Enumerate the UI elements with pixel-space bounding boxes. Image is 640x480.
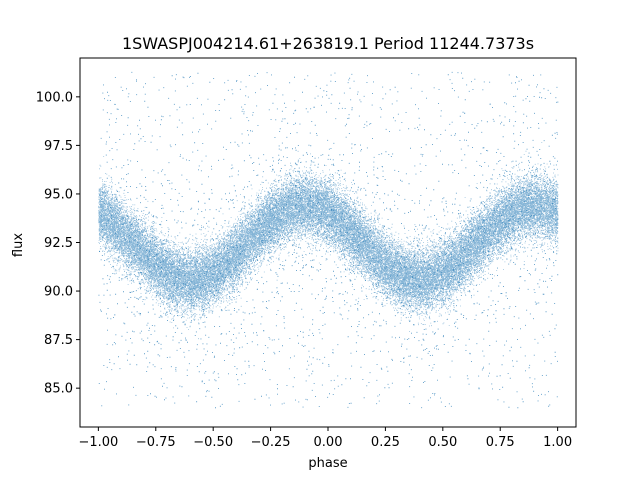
scatter-band-points <box>98 142 559 340</box>
axes: −1.00 −0.75 −0.50 −0.25 0.00 0.25 0.50 0.75 1.00… <box>36 57 577 450</box>
x-tick-label: −0.75 <box>136 435 176 450</box>
y-tick-label: 90.0 <box>44 285 73 300</box>
y-tick-label: 100.0 <box>36 90 73 105</box>
scatter-points <box>98 71 559 409</box>
y-tick-label: 97.5 <box>44 139 73 154</box>
x-tick-label: −0.50 <box>193 435 233 450</box>
x-tick-label: −1.00 <box>78 435 118 450</box>
y-tick-label: 87.5 <box>44 333 73 348</box>
x-tick-label: 0.00 <box>314 435 343 450</box>
y-tick-label: 92.5 <box>44 236 73 251</box>
x-axis-label: phase <box>308 456 347 471</box>
y-tick-label: 85.0 <box>44 382 73 397</box>
x-tick-label: 1.00 <box>543 435 572 450</box>
y-axis-label: flux <box>11 233 26 257</box>
x-tick-label: 0.25 <box>371 435 400 450</box>
y-tick-label: 95.0 <box>44 187 73 202</box>
x-tick-label: 0.50 <box>428 435 457 450</box>
chart-title: 1SWASPJ004214.61+263819.1 Period 11244.7… <box>122 34 534 53</box>
x-tick-label: −0.25 <box>251 435 291 450</box>
x-tick-label: 0.75 <box>486 435 515 450</box>
